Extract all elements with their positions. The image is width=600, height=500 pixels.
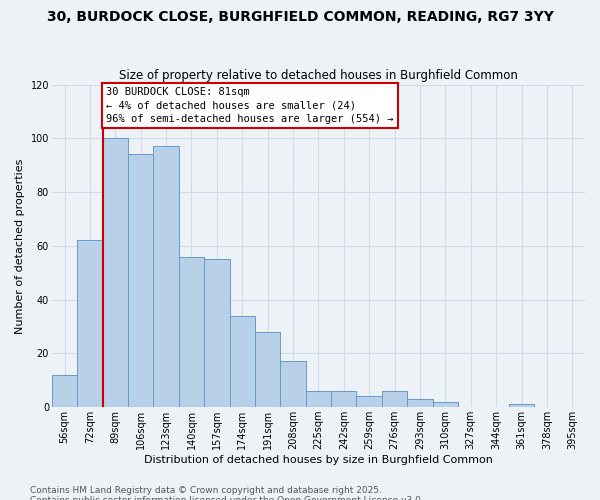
Bar: [356, 396, 382, 407]
Bar: [128, 154, 154, 407]
Bar: [204, 260, 230, 407]
Bar: [154, 146, 179, 407]
Text: 30 BURDOCK CLOSE: 81sqm
← 4% of detached houses are smaller (24)
96% of semi-det: 30 BURDOCK CLOSE: 81sqm ← 4% of detached…: [106, 87, 394, 124]
Bar: [255, 332, 280, 407]
Bar: [509, 404, 534, 407]
Title: Size of property relative to detached houses in Burghfield Common: Size of property relative to detached ho…: [119, 69, 518, 82]
Bar: [179, 256, 204, 407]
Bar: [331, 391, 356, 407]
Bar: [433, 402, 458, 407]
Bar: [306, 391, 331, 407]
Bar: [230, 316, 255, 407]
Text: Contains public sector information licensed under the Open Government Licence v3: Contains public sector information licen…: [30, 496, 424, 500]
Bar: [77, 240, 103, 407]
Bar: [280, 362, 306, 407]
Bar: [407, 399, 433, 407]
Bar: [382, 391, 407, 407]
Text: 30, BURDOCK CLOSE, BURGHFIELD COMMON, READING, RG7 3YY: 30, BURDOCK CLOSE, BURGHFIELD COMMON, RE…: [47, 10, 553, 24]
Bar: [52, 375, 77, 407]
Bar: [103, 138, 128, 407]
Text: Contains HM Land Registry data © Crown copyright and database right 2025.: Contains HM Land Registry data © Crown c…: [30, 486, 382, 495]
Y-axis label: Number of detached properties: Number of detached properties: [15, 158, 25, 334]
X-axis label: Distribution of detached houses by size in Burghfield Common: Distribution of detached houses by size …: [144, 455, 493, 465]
